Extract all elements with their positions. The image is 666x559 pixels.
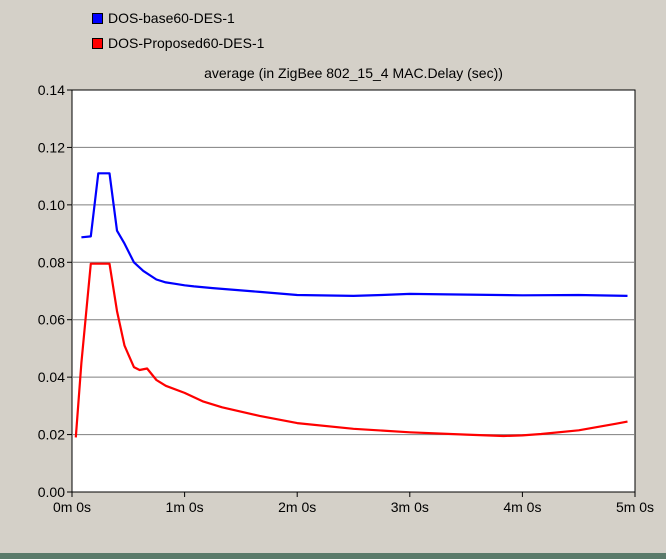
- y-tick-label: 0.00: [38, 484, 65, 500]
- x-tick-label: 2m 0s: [278, 499, 316, 515]
- y-tick-label: 0.04: [38, 369, 65, 385]
- chart-title: average (in ZigBee 802_15_4 MAC.Delay (s…: [204, 65, 503, 81]
- y-tick-label: 0.06: [38, 312, 65, 328]
- legend-swatch-blue: [92, 12, 103, 24]
- y-tick-label: 0.12: [38, 139, 65, 155]
- x-tick-label: 4m 0s: [503, 499, 541, 515]
- window-bottom-bar: [0, 553, 666, 559]
- x-tick-label: 1m 0s: [166, 499, 204, 515]
- x-tick-label: 5m 0s: [616, 499, 654, 515]
- legend-label-proposed: DOS-Proposed60-DES-1: [108, 35, 265, 51]
- plot-area: [71, 89, 636, 493]
- y-tick-label: 0.02: [38, 427, 65, 443]
- legend-label-base: DOS-base60-DES-1: [108, 10, 235, 26]
- y-tick-label: 0.08: [38, 254, 65, 270]
- y-tick-label: 0.14: [38, 82, 65, 98]
- legend-item-base: DOS-base60-DES-1: [92, 10, 235, 26]
- x-tick-label: 0m 0s: [53, 499, 91, 515]
- x-tick-label: 3m 0s: [391, 499, 429, 515]
- legend-item-proposed: DOS-Proposed60-DES-1: [92, 35, 264, 51]
- y-tick-label: 0.10: [38, 197, 65, 213]
- legend-swatch-red: [92, 37, 103, 49]
- series-line-proposed: [74, 262, 628, 438]
- series-line-base: [81, 172, 628, 297]
